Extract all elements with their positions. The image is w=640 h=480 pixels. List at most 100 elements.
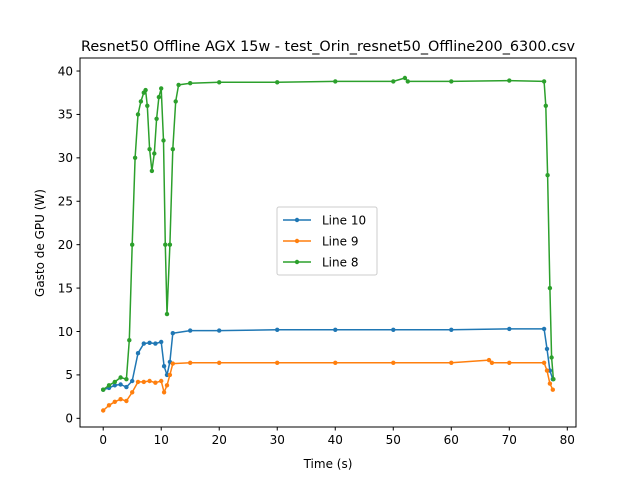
y-axis-title: Gasto de GPU (W) [33, 189, 47, 297]
data-point [147, 378, 152, 384]
series-line-8 [101, 75, 556, 392]
legend-marker [294, 217, 300, 223]
x-tick-label: 60 [444, 433, 459, 447]
data-point [159, 378, 164, 384]
data-point [550, 387, 555, 392]
data-point [547, 381, 553, 386]
data-point [135, 379, 141, 385]
data-point [147, 147, 152, 152]
x-axis-title: Time (s) [303, 457, 353, 471]
y-tick-label: 20 [58, 238, 73, 252]
data-point [135, 112, 141, 117]
legend-label: Line 8 [322, 255, 358, 269]
data-point [217, 360, 222, 365]
data-point [391, 360, 396, 365]
x-tick-label: 0 [99, 433, 107, 447]
data-point [106, 383, 112, 388]
data-point [118, 382, 123, 387]
data-point [217, 80, 222, 85]
data-point [101, 408, 106, 413]
data-point [145, 103, 150, 109]
data-point [188, 81, 193, 86]
data-point [141, 379, 146, 385]
data-point [161, 364, 167, 369]
y-tick-label: 5 [65, 368, 73, 382]
data-point [167, 372, 173, 378]
data-point [153, 380, 158, 385]
data-point [275, 360, 280, 365]
data-point [188, 360, 193, 365]
data-point [167, 242, 173, 247]
data-point [154, 116, 159, 122]
y-tick-label: 10 [58, 325, 73, 339]
data-point [153, 341, 158, 346]
data-point [486, 357, 492, 363]
data-point [551, 377, 556, 382]
chart-title: Resnet50 Offline AGX 15w - test_Orin_res… [81, 39, 576, 55]
data-point [130, 378, 135, 384]
data-point [101, 387, 106, 392]
data-point [333, 360, 338, 365]
data-point [106, 403, 112, 408]
data-point [449, 327, 454, 332]
data-point [449, 79, 454, 84]
y-tick-label: 0 [65, 412, 73, 426]
series-line-9 [101, 357, 555, 413]
legend-label: Line 10 [322, 213, 366, 227]
data-point [112, 379, 118, 385]
y-tick-label: 40 [58, 64, 73, 78]
y-tick-label: 15 [58, 281, 73, 295]
legend-item: Line 9 [283, 234, 358, 248]
data-point [112, 399, 118, 404]
axes-frame [79, 57, 577, 428]
data-point [164, 311, 170, 317]
data-point [127, 338, 132, 343]
legend-marker [294, 238, 300, 244]
data-point [541, 326, 547, 332]
data-point [543, 103, 548, 109]
data-point [333, 79, 338, 84]
data-point [547, 285, 553, 291]
data-point [402, 75, 408, 81]
legend-label: Line 9 [322, 234, 358, 248]
data-point [159, 339, 164, 345]
data-point [124, 398, 129, 404]
data-point [176, 82, 181, 88]
data-point [507, 360, 512, 365]
data-point [549, 355, 554, 360]
data-point [275, 80, 280, 85]
data-point [188, 328, 193, 333]
x-tick-label: 40 [328, 433, 343, 447]
data-point [159, 86, 164, 91]
data-point [507, 78, 512, 83]
data-point [541, 79, 547, 84]
x-tick-label: 50 [386, 433, 401, 447]
data-point [152, 151, 157, 156]
data-point [217, 328, 222, 333]
data-point [391, 327, 396, 332]
data-point [173, 99, 178, 104]
data-point [391, 79, 396, 84]
data-point [161, 138, 166, 143]
plot-area: 0 10 20 30 40 50 60 70 80 0 5 10 15 20 25 30 35 40 [58, 57, 577, 447]
legend-item: Line 8 [283, 255, 358, 269]
legend-item: Line 10 [283, 213, 366, 227]
y-tick-label: 25 [58, 195, 73, 209]
data-point [130, 390, 135, 395]
data-point [143, 87, 148, 93]
data-point [405, 79, 410, 84]
data-point [149, 168, 155, 174]
data-point [333, 327, 338, 332]
data-point [147, 340, 152, 345]
data-point [544, 346, 550, 352]
data-point [161, 390, 167, 395]
data-point [170, 361, 175, 366]
legend: Line 10 Line 9 Line 8 [276, 206, 378, 276]
data-point [489, 360, 495, 365]
data-point [135, 351, 141, 356]
data-point [130, 242, 135, 247]
data-point [507, 326, 512, 332]
x-tick-label: 30 [270, 433, 285, 447]
series-line [102, 359, 554, 412]
